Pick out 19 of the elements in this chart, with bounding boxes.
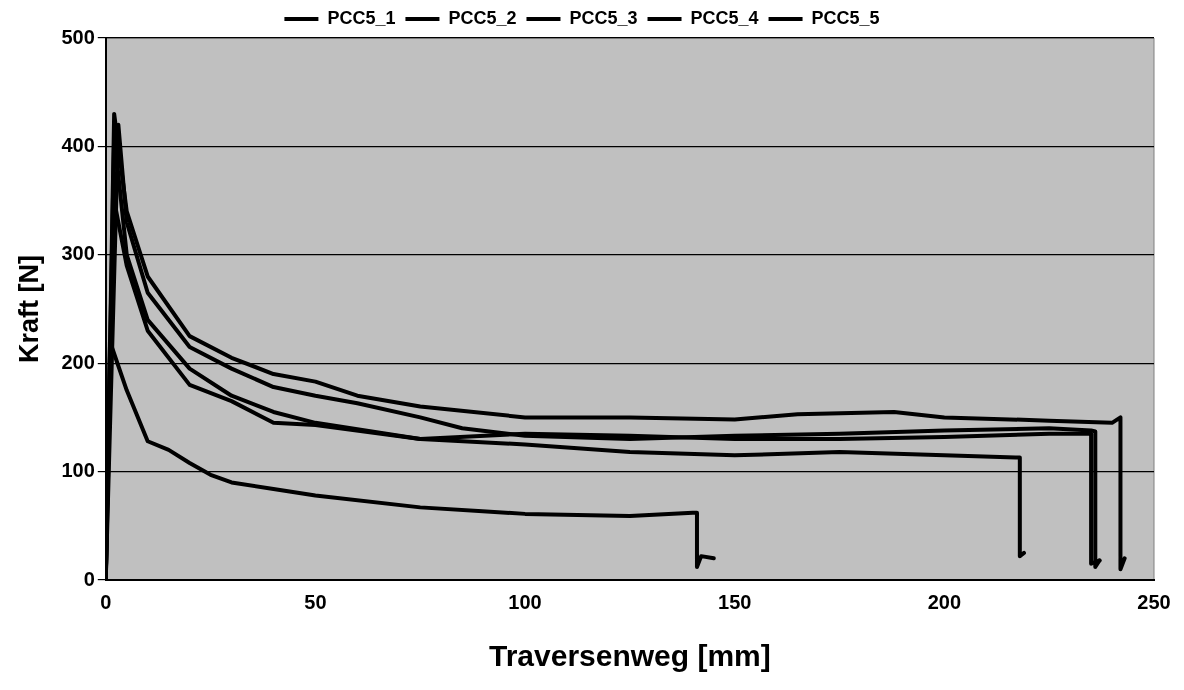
legend-label: PCC5_2 (448, 7, 517, 28)
x-tick-label: 150 (718, 590, 752, 613)
y-tick-label: 300 (61, 242, 95, 265)
y-tick-label: 200 (61, 350, 95, 373)
x-tick-label: 200 (927, 590, 962, 613)
y-tick-label: 500 (61, 25, 95, 48)
legend-label: PCC5_4 (690, 7, 759, 28)
y-axis-title: Kraft [N] (13, 255, 44, 363)
y-tick-label: 100 (61, 459, 95, 482)
x-tick-label: 100 (508, 590, 542, 613)
x-tick-label: 50 (304, 590, 327, 613)
y-tick-label: 0 (83, 567, 95, 590)
x-axis-title: Traversenweg [mm] (488, 639, 771, 673)
y-tick-label: 400 (61, 133, 95, 156)
legend-label: PCC5_3 (569, 7, 638, 28)
x-tick-label: 0 (100, 590, 112, 613)
legend-label: PCC5_1 (327, 7, 396, 28)
x-tick-label: 250 (1137, 590, 1171, 613)
legend-label: PCC5_5 (811, 7, 880, 28)
